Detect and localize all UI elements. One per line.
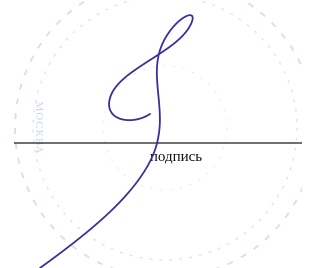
- stamp-text: МОСКВА: [33, 101, 45, 154]
- signature-label: подпись: [150, 149, 202, 165]
- signature-block: МОСКВА подпись: [0, 0, 302, 268]
